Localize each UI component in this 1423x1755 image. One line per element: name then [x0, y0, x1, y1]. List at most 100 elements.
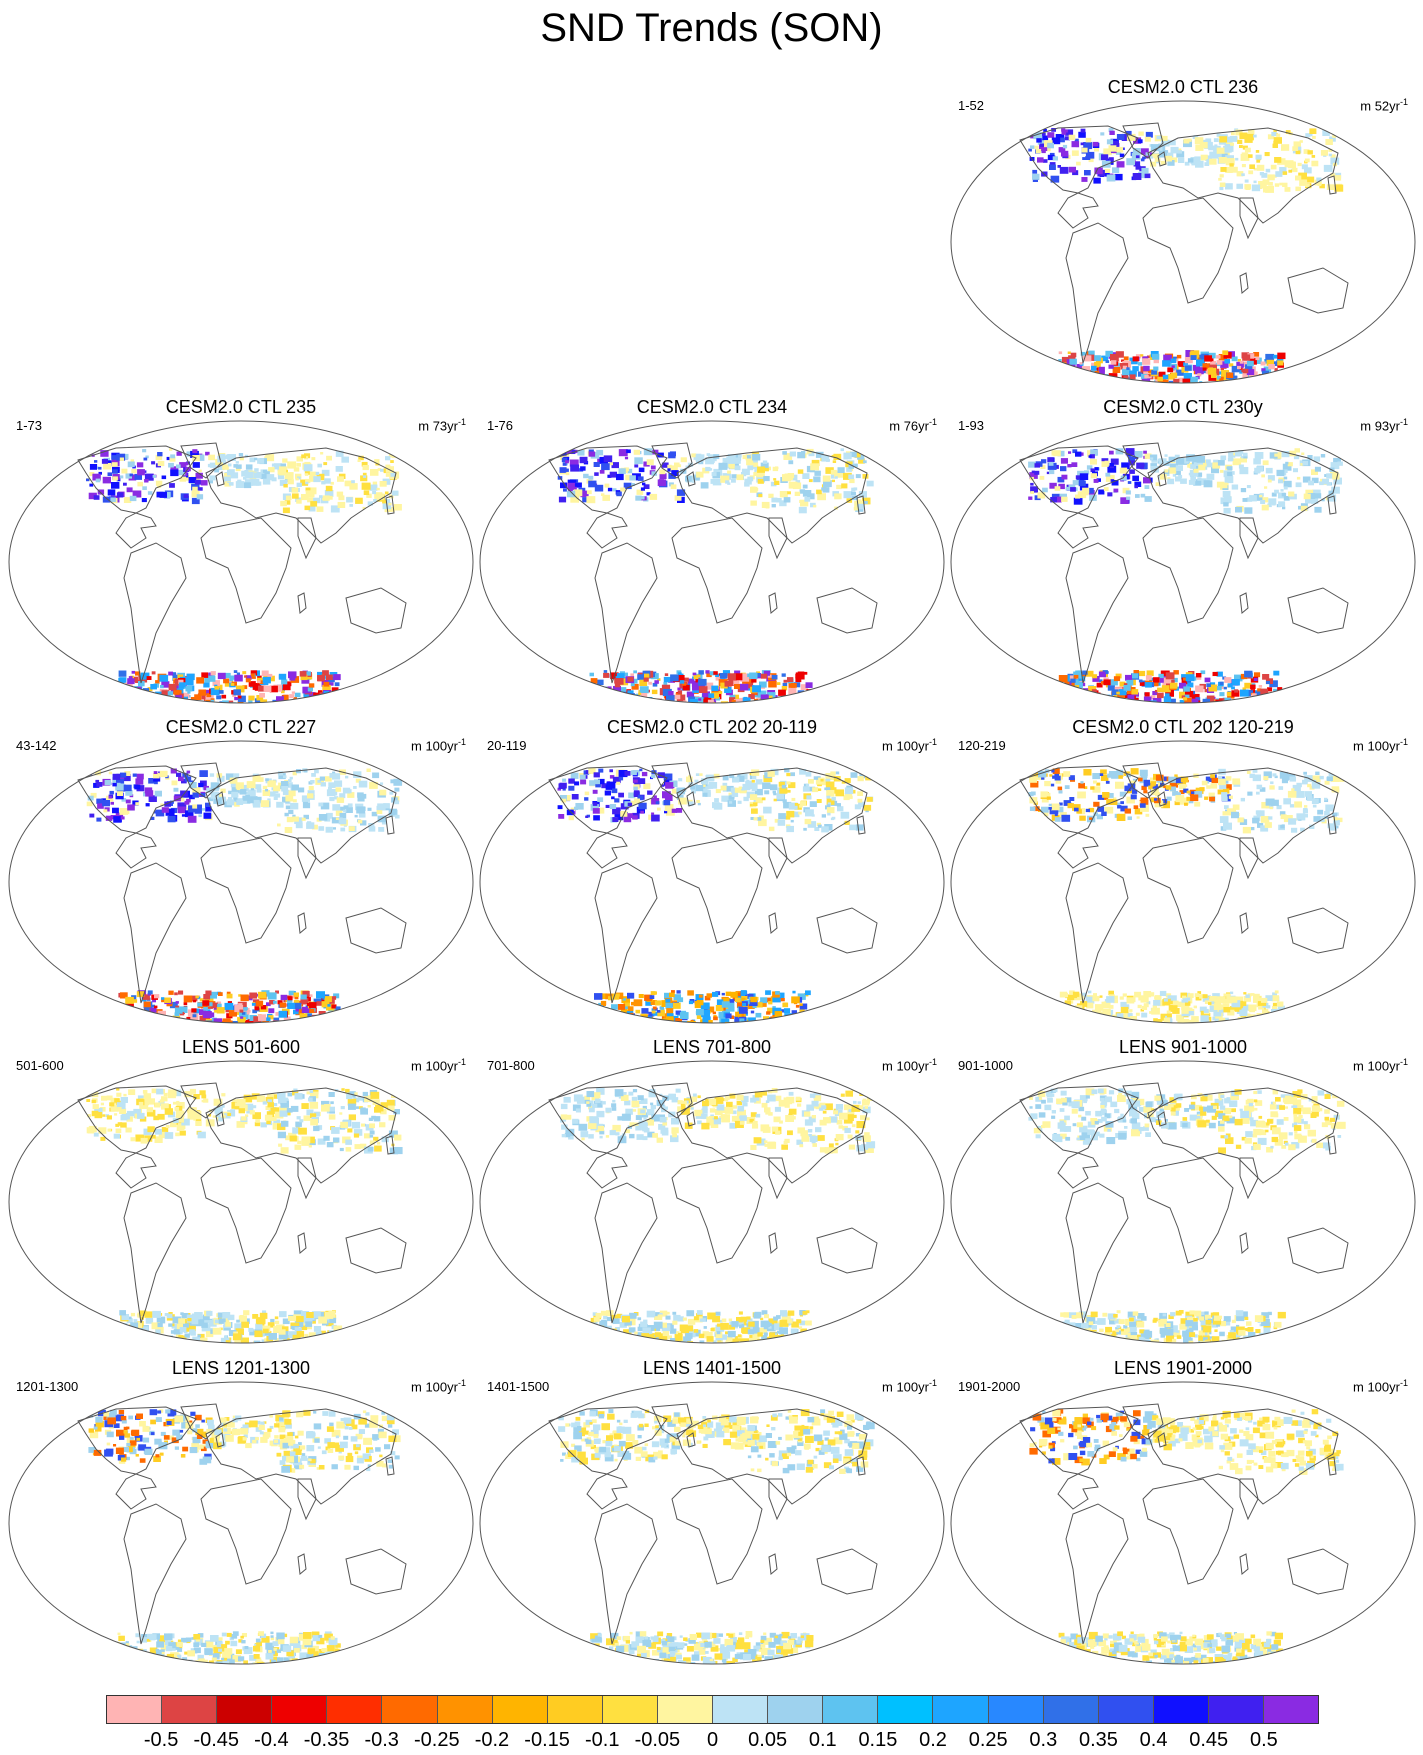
colorbar-tick-label: 0.4: [1139, 1729, 1168, 1751]
coastlines: [77, 762, 407, 1004]
coastlines: [77, 1082, 407, 1324]
coastlines: [1019, 442, 1349, 684]
map-border: [479, 1381, 945, 1665]
units-text: m 100yr: [1353, 1379, 1400, 1395]
colorbar-tick-label: -0.5: [143, 1729, 179, 1751]
panel-title: LENS 1201-1300: [171, 1358, 311, 1378]
colorbar-swatch: [933, 1696, 989, 1723]
colorbar-tick-label: 0.15: [858, 1729, 898, 1751]
world-map: [479, 740, 945, 1024]
panel-units-label: m 100yr-1: [882, 1375, 937, 1395]
panel-units-label: m 100yr-1: [882, 1054, 937, 1074]
colorbar-tick-label: 0.2: [919, 1729, 947, 1751]
colorbar-swatch: [382, 1696, 438, 1723]
panel-units-label: m 93yr-1: [1360, 414, 1408, 434]
colorbar-swatch: [1263, 1696, 1319, 1723]
panel-title: CESM2.0 CTL 230y: [1103, 397, 1263, 417]
panel-units-label: m 100yr-1: [882, 734, 937, 754]
colorbar-swatch: [1043, 1696, 1099, 1723]
trend-shading: [560, 1088, 876, 1343]
colorbar-swatch: [217, 1696, 273, 1723]
units-exponent: -1: [457, 417, 466, 427]
colorbar-tick-label: 0.3: [1029, 1729, 1058, 1751]
colorbar-swatch: [437, 1696, 493, 1723]
world-map: [950, 1060, 1416, 1344]
colorbar-swatch: [547, 1696, 603, 1723]
colorbar-tick-label: -0.4: [254, 1729, 289, 1751]
units-exponent: -1: [1399, 97, 1408, 107]
colorbar-tick-label: 0.35: [1078, 1729, 1118, 1751]
colorbar: [106, 1695, 1319, 1724]
panel-years-label: 901-1000: [958, 1058, 1013, 1073]
colorbar-swatch: [602, 1696, 658, 1723]
page-title: SND Trends (SON): [540, 6, 883, 50]
units-text: m 76yr: [889, 418, 929, 434]
colorbar-swatch: [1153, 1696, 1209, 1723]
map-border: [8, 740, 474, 1024]
units-text: m 52yr: [1360, 98, 1400, 114]
trend-shading: [86, 768, 403, 1023]
panel-title: LENS 701-800: [652, 1037, 772, 1057]
map-panel: CESM2.0 CTL 230y 1-93 m 93yr-1: [948, 396, 1418, 706]
map-panel: LENS 501-600 501-600 m 100yr-1: [6, 1036, 476, 1346]
world-map: [950, 100, 1416, 384]
colorbar-swatch: [327, 1696, 383, 1723]
world-map: [479, 420, 945, 704]
panel-title: LENS 1401-1500: [642, 1358, 782, 1378]
panel-title: CESM2.0 CTL 202 120-219: [1072, 717, 1294, 737]
panel-years-label: 1-76: [487, 418, 514, 433]
panel-years-label: 1401-1500: [487, 1379, 550, 1394]
units-exponent: -1: [457, 1378, 466, 1388]
panel-years-label: 120-219: [958, 738, 1006, 753]
world-map: [8, 1381, 474, 1665]
world-map: [8, 740, 474, 1024]
colorbar-swatch: [492, 1696, 548, 1723]
panel-units-label: m 100yr-1: [411, 1054, 466, 1074]
units-text: m 100yr: [411, 1058, 458, 1074]
map-panel: LENS 901-1000 901-1000 m 100yr-1: [948, 1036, 1418, 1346]
colorbar-tick-label: -0.3: [364, 1729, 399, 1751]
coastlines: [1019, 762, 1349, 1004]
map-panel: LENS 701-800 701-800 m 100yr-1: [477, 1036, 947, 1346]
coastlines: [1019, 1082, 1349, 1324]
panel-units-label: m 100yr-1: [1353, 1054, 1408, 1074]
panel-years-label: 43-142: [16, 738, 57, 753]
map-border: [479, 740, 945, 1024]
units-exponent: -1: [928, 1378, 937, 1388]
map-panel: LENS 1401-1500 1401-1500 m 100yr-1: [477, 1357, 947, 1667]
coastlines: [1019, 122, 1349, 364]
panel-units-label: m 76yr-1: [889, 414, 937, 434]
units-text: m 73yr: [418, 418, 458, 434]
panel-title: LENS 1901-2000: [1113, 1358, 1253, 1378]
coastlines: [77, 1403, 407, 1645]
panel-years-label: 501-600: [16, 1058, 64, 1073]
map-panel: CESM2.0 CTL 236 1-52 m 52yr-1: [948, 76, 1418, 386]
map-panel: CESM2.0 CTL 234 1-76 m 76yr-1: [477, 396, 947, 706]
world-map: [950, 740, 1416, 1024]
colorbar-swatch: [107, 1696, 163, 1723]
coastlines: [548, 1403, 878, 1645]
world-map: [950, 420, 1416, 704]
colorbar-tick-label: 0.5: [1249, 1729, 1278, 1751]
world-map: [8, 420, 474, 704]
units-exponent: -1: [457, 737, 466, 747]
panel-title: LENS 501-600: [181, 1037, 301, 1057]
units-exponent: -1: [457, 1057, 466, 1067]
trend-shading: [1028, 1088, 1346, 1343]
units-exponent: -1: [928, 737, 937, 747]
trend-shading: [86, 448, 402, 703]
world-map: [479, 1381, 945, 1665]
map-border: [950, 1060, 1416, 1344]
panel-title: CESM2.0 CTL 235: [165, 397, 317, 417]
trend-shading: [557, 768, 874, 1023]
panel-title: CESM2.0 CTL 227: [165, 717, 317, 737]
colorbar-tick-label: 0.05: [748, 1729, 788, 1751]
panel-units-label: m 100yr-1: [1353, 734, 1408, 754]
map-border: [950, 740, 1416, 1024]
units-text: m 100yr: [411, 1379, 458, 1395]
colorbar-tick-label: 0.45: [1189, 1729, 1229, 1751]
panel-units-label: m 100yr-1: [411, 734, 466, 754]
units-exponent: -1: [928, 1057, 937, 1067]
colorbar-swatch: [657, 1696, 714, 1723]
colorbar-tick-label: -0.45: [193, 1729, 240, 1751]
